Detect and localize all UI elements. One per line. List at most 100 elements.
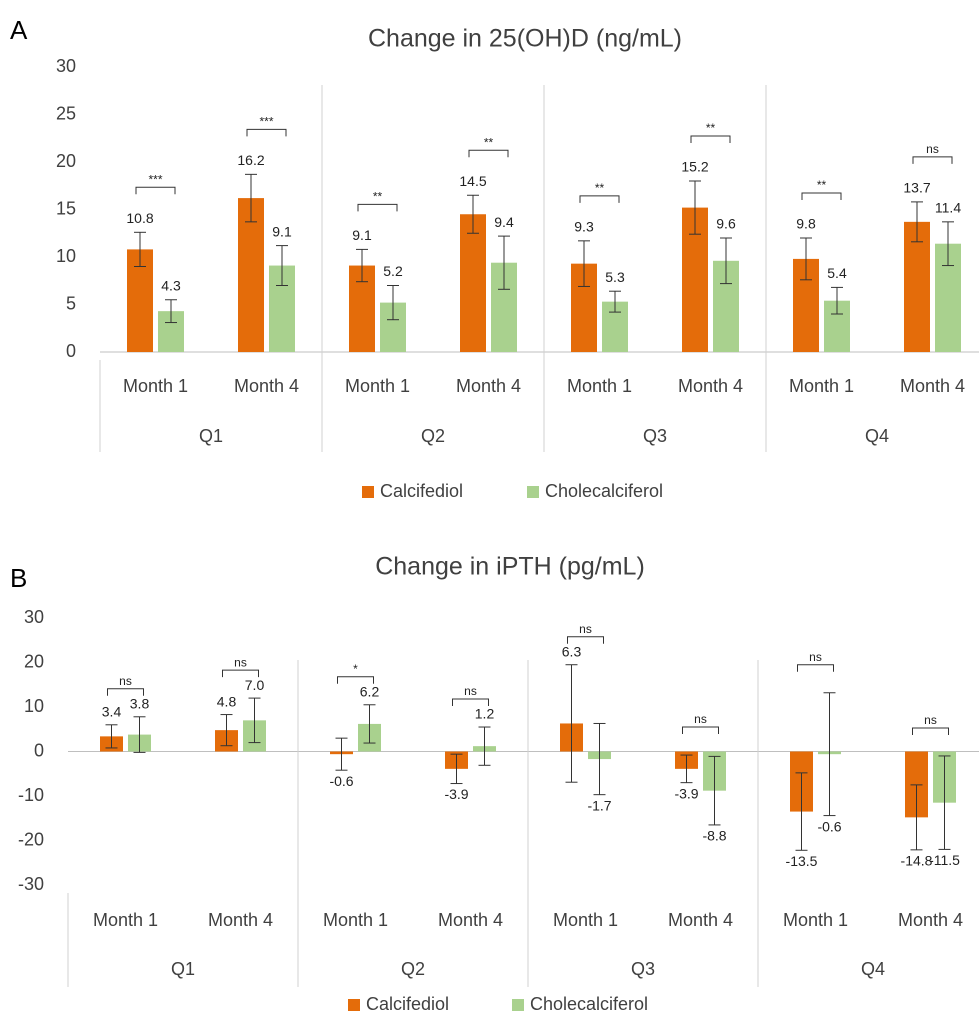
data-label: -1.7	[587, 797, 611, 813]
data-label: 10.8	[126, 210, 153, 226]
significance-bracket	[246, 128, 287, 137]
x-tick-label: Month 1	[553, 910, 618, 930]
y-tick-label: 10	[24, 696, 44, 716]
significance-label: ***	[259, 115, 273, 129]
data-label: 5.4	[827, 265, 847, 281]
significance-label: **	[373, 190, 383, 204]
x-tick-label: Month 1	[345, 376, 410, 396]
x-tick-label: Month 4	[898, 910, 963, 930]
data-label: -13.5	[786, 853, 818, 869]
significance-label: ns	[119, 674, 132, 688]
significance-bracket	[337, 676, 374, 684]
significance-label: ns	[926, 142, 939, 156]
group-label: Q2	[401, 959, 425, 979]
x-tick-label: Month 1	[789, 376, 854, 396]
x-tick-label: Month 4	[234, 376, 299, 396]
legend-label: Cholecalciferol	[530, 994, 648, 1014]
data-label: -3.9	[674, 785, 698, 801]
data-label: -11.5	[929, 852, 960, 868]
significance-bracket	[912, 727, 949, 735]
y-tick-label: 25	[56, 103, 76, 123]
y-tick-label: 30	[24, 607, 44, 627]
y-tick-label: 15	[56, 198, 76, 218]
data-label: -8.8	[702, 828, 726, 844]
legend-label: Calcifediol	[380, 481, 463, 501]
significance-bracket	[682, 726, 719, 735]
bar	[904, 221, 930, 352]
panel-letter: A	[10, 15, 28, 45]
group-label: Q2	[421, 426, 445, 446]
data-label: 4.3	[161, 277, 181, 293]
y-tick-label: 20	[56, 151, 76, 171]
x-tick-label: Month 4	[900, 376, 965, 396]
y-tick-label: 20	[24, 651, 44, 671]
bar	[238, 198, 264, 352]
significance-label: **	[706, 121, 716, 135]
x-tick-label: Month 4	[438, 910, 503, 930]
data-label: -3.9	[444, 786, 468, 802]
y-tick-label: -10	[18, 785, 44, 805]
data-label: -0.6	[817, 818, 841, 834]
significance-label: **	[595, 181, 605, 195]
legend-label: Calcifediol	[366, 994, 449, 1014]
data-label: 7.0	[245, 677, 265, 693]
significance-label: **	[817, 178, 827, 192]
significance-label: ns	[579, 622, 592, 636]
data-label: 9.8	[796, 216, 816, 232]
data-label: 9.3	[574, 219, 594, 235]
significance-bracket	[135, 186, 176, 195]
x-tick-label: Month 4	[668, 910, 733, 930]
y-tick-label: 0	[34, 740, 44, 760]
y-tick-label: -20	[18, 829, 44, 849]
significance-label: ns	[464, 684, 477, 698]
group-label: Q1	[199, 426, 223, 446]
x-tick-label: Month 1	[783, 910, 848, 930]
significance-label: ns	[924, 713, 937, 727]
legend-swatch	[512, 999, 524, 1011]
data-label: 15.2	[681, 159, 708, 175]
data-label: 11.4	[935, 200, 961, 216]
x-tick-label: Month 4	[456, 376, 521, 396]
y-tick-label: 5	[66, 293, 76, 313]
significance-bracket	[468, 149, 509, 158]
data-label: 5.3	[605, 269, 625, 285]
significance-bracket	[452, 698, 489, 707]
x-tick-label: Month 4	[678, 376, 743, 396]
data-label: 13.7	[903, 180, 930, 196]
significance-label: ns	[694, 712, 707, 726]
chart-title: Change in iPTH (pg/mL)	[375, 553, 645, 581]
data-label: 9.1	[352, 227, 372, 243]
group-label: Q3	[643, 426, 667, 446]
group-label: Q1	[171, 959, 195, 979]
y-tick-label: -30	[18, 874, 44, 894]
data-label: 1.2	[475, 706, 495, 722]
panel-letter: B	[10, 563, 27, 593]
y-tick-label: 0	[66, 341, 76, 361]
significance-label: ***	[148, 172, 162, 186]
x-tick-label: Month 4	[208, 910, 273, 930]
group-label: Q4	[861, 959, 885, 979]
data-label: 3.4	[102, 704, 122, 720]
significance-bracket	[801, 192, 842, 200]
significance-bracket	[107, 688, 144, 696]
significance-bracket	[222, 669, 259, 678]
significance-bracket	[357, 203, 398, 212]
legend-swatch	[362, 486, 374, 498]
group-label: Q4	[865, 426, 889, 446]
significance-label: ns	[234, 655, 247, 669]
x-tick-label: Month 1	[567, 376, 632, 396]
significance-label: **	[484, 135, 494, 149]
data-label: -14.8	[901, 853, 933, 869]
significance-bracket	[690, 135, 731, 143]
data-label: 14.5	[459, 173, 486, 189]
chart-title: Change in 25(OH)D (ng/mL)	[368, 25, 682, 53]
significance-bracket	[579, 195, 620, 203]
y-tick-label: 10	[56, 246, 76, 266]
data-label: 4.8	[217, 693, 237, 709]
data-label: 16.2	[237, 152, 264, 168]
data-label: 9.6	[716, 216, 736, 232]
significance-label: *	[353, 662, 358, 676]
significance-bracket	[912, 156, 953, 164]
legend-label: Cholecalciferol	[545, 481, 663, 501]
bar	[460, 214, 486, 352]
